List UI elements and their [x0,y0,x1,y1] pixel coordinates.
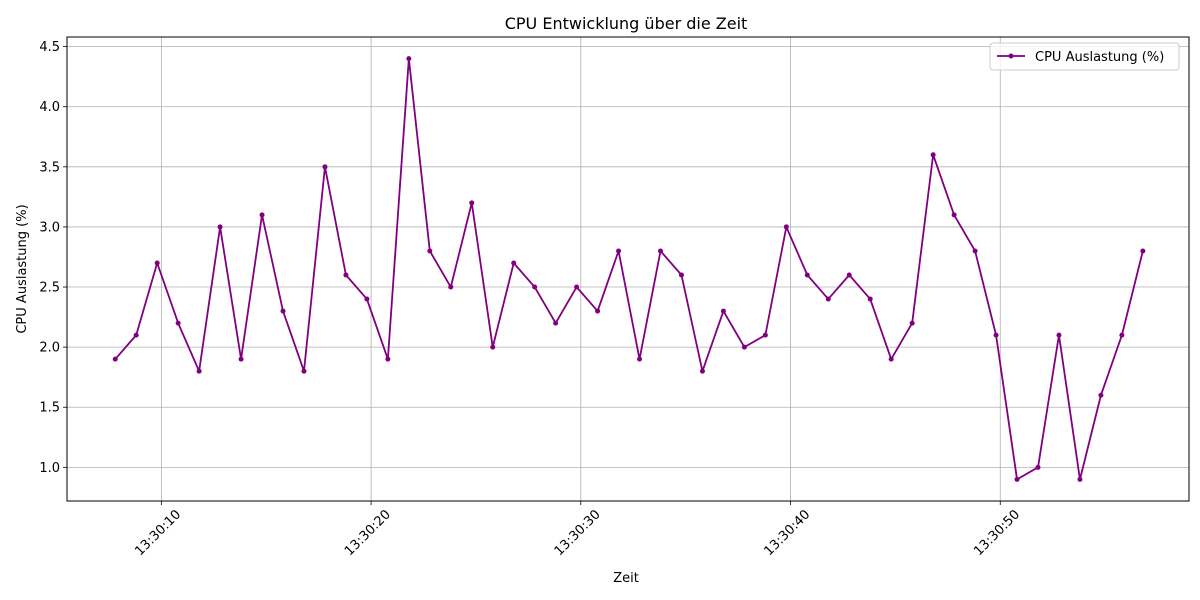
data-point [322,164,328,170]
data-point [175,320,181,326]
data-point [469,200,475,206]
y-tick-label: 2.5 [39,281,60,296]
legend-marker [1008,53,1014,59]
data-point [1014,476,1020,482]
y-tick-label: 1.5 [39,401,60,416]
data-point [616,248,622,254]
data-point [1056,332,1062,338]
data-point [259,212,265,218]
y-axis-label: CPU Auslastung (%) [15,204,30,333]
x-tick-label: 13:30:20 [342,507,394,559]
data-point [1098,392,1104,398]
data-point [888,356,894,362]
data-point [658,248,664,254]
data-point [427,248,433,254]
data-point [238,356,244,362]
grid [67,37,1189,501]
y-tick-label: 3.5 [39,160,60,175]
data-point [825,296,831,302]
data-point [343,272,349,278]
data-point [909,320,915,326]
x-axis: 13:30:10 13:30:20 13:30:30 13:30:40 13:30:50 [132,501,1023,559]
y-tick-label: 1.0 [39,461,60,476]
data-point [133,332,139,338]
data-point [1119,332,1125,338]
data-point [154,260,160,266]
legend-box [989,42,1180,71]
data-point [1035,464,1041,470]
data-point [112,356,118,362]
data-point [196,368,202,374]
series-layer [112,56,1146,482]
data-point [574,284,580,290]
y-tick-label: 4.0 [39,100,60,115]
data-point [678,272,684,278]
y-tick-label: 4.5 [39,40,60,55]
data-point [846,272,852,278]
data-point [930,152,936,158]
data-point [637,356,643,362]
data-point [741,344,747,350]
x-tick-label: 13:30:10 [132,507,184,559]
data-point [301,368,307,374]
legend-label: CPU Auslastung (%) [1035,50,1164,65]
y-tick-label: 3.0 [39,220,60,235]
data-point [699,368,705,374]
data-point [448,284,454,290]
data-point [972,248,978,254]
data-point [553,320,559,326]
series-line [114,57,1144,481]
x-tick-label: 13:30:40 [761,507,813,559]
x-axis-label: Zeit [613,571,639,586]
x-tick-label: 13:30:30 [552,507,604,559]
data-point [720,308,726,314]
legend: CPU Auslastung (%) [989,42,1180,71]
data-point [951,212,957,218]
data-point [783,224,789,230]
data-point [867,296,873,302]
data-point [1077,476,1083,482]
data-point [364,296,370,302]
data-point [280,308,286,314]
y-axis: 1.0 1.5 2.0 2.5 3.0 3.5 4.0 4.5 [39,40,67,476]
chart-title: CPU Entwicklung über die Zeit [505,14,748,33]
data-point [385,356,391,362]
data-point [490,344,496,350]
plot-frame [66,36,1190,502]
y-tick-label: 2.0 [39,341,60,356]
data-point [406,56,412,62]
data-point [511,260,517,266]
data-point [595,308,601,314]
data-point [1140,248,1146,254]
x-tick-label: 13:30:50 [971,507,1023,559]
data-point [532,284,538,290]
data-point [217,224,223,230]
data-point [762,332,768,338]
data-point [993,332,999,338]
data-point [804,272,810,278]
